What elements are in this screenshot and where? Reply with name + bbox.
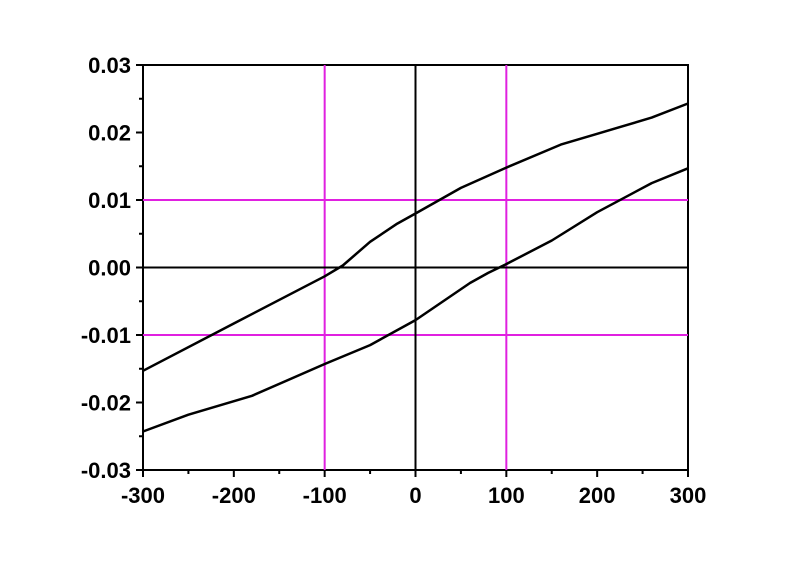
series-line-0 (142, 102, 689, 372)
y-tick-label: -0.02 (81, 391, 131, 416)
x-tick-label: -200 (212, 483, 256, 508)
y-tick-label: 0.00 (88, 256, 131, 281)
y-tick-label: 0.03 (88, 53, 131, 78)
y-tick-label: 0.01 (88, 188, 131, 213)
x-tick-label: 300 (670, 483, 707, 508)
y-tick-labels: 0.03 0.02 0.01 0.00 -0.01 -0.02 -0.03 (81, 53, 131, 483)
y-tick-label: -0.01 (81, 323, 131, 348)
x-tick-label: 200 (579, 483, 616, 508)
zero-axis-lines (143, 65, 688, 470)
x-tick-labels: -300 -200 -100 0 100 200 300 (121, 483, 706, 508)
x-tick-label: -300 (121, 483, 165, 508)
series-line-1 (142, 167, 689, 433)
axis-ticks (136, 64, 689, 477)
x-tick-label: 0 (409, 483, 421, 508)
x-tick-label: 100 (488, 483, 525, 508)
x-tick-label: -100 (303, 483, 347, 508)
series-group (142, 102, 689, 433)
y-tick-label: -0.03 (81, 458, 131, 483)
y-tick-label: 0.02 (88, 121, 131, 146)
